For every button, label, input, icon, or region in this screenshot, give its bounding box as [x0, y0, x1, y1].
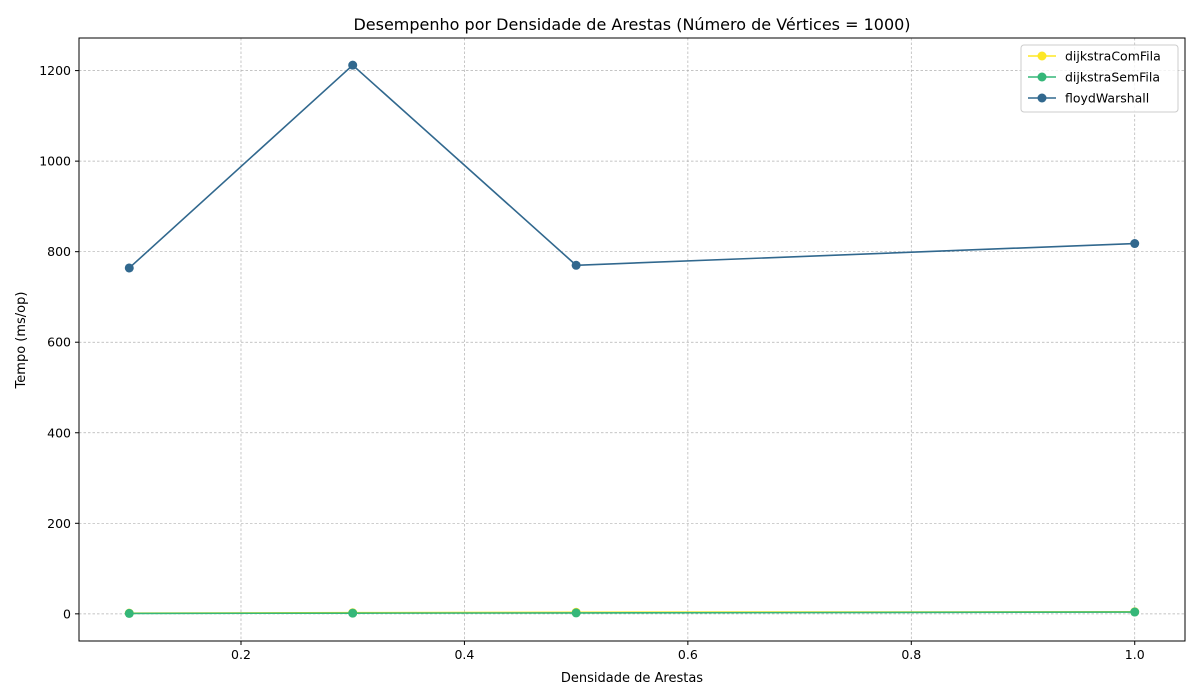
legend-label: floydWarshall — [1065, 91, 1149, 106]
data-point — [348, 60, 358, 70]
legend-label: dijkstraComFila — [1065, 49, 1161, 64]
series-line — [128, 64, 1135, 269]
x-axis-label: Densidade de Arestas — [561, 671, 703, 686]
x-tick-label: 0.2 — [231, 647, 251, 662]
x-tick-label: 0.8 — [901, 647, 921, 662]
plot-frame — [78, 37, 1186, 642]
legend-swatch-marker — [1037, 51, 1047, 61]
x-axis-ticks: 0.2 0.4 0.6 0.8 1.0 — [231, 641, 1145, 662]
y-tick-label: 0 — [63, 606, 71, 621]
series-dijkstraSemFila — [124, 607, 1140, 618]
grid — [79, 38, 1185, 641]
y-tick-label: 800 — [47, 244, 71, 259]
legend-item: dijkstraSemFila — [1028, 70, 1160, 85]
series-floydWarshall — [124, 60, 1140, 273]
legend-label: dijkstraSemFila — [1065, 70, 1160, 85]
data-point — [571, 608, 581, 618]
data-point — [124, 608, 134, 618]
data-point — [1130, 239, 1140, 249]
legend-swatch-marker — [1037, 93, 1047, 103]
y-tick-label: 600 — [47, 335, 71, 350]
data-point — [571, 260, 581, 270]
series-line — [129, 611, 1135, 615]
y-tick-label: 400 — [47, 425, 71, 440]
y-tick-label: 1000 — [39, 154, 71, 169]
legend-box — [1020, 44, 1179, 113]
y-tick-label: 1200 — [39, 63, 71, 78]
y-tick-label: 200 — [47, 516, 71, 531]
x-tick-label: 1.0 — [1125, 647, 1145, 662]
legend-item: dijkstraComFila — [1028, 49, 1161, 64]
legend-swatch-marker — [1037, 72, 1047, 82]
legend-item: floydWarshall — [1028, 91, 1149, 106]
y-axis-ticks: 0 200 400 600 800 1000 1200 — [39, 63, 79, 621]
x-tick-label: 0.4 — [454, 647, 474, 662]
chart-title: Desempenho por Densidade de Arestas (Núm… — [353, 15, 910, 34]
y-axis-label: Tempo (ms/op) — [14, 292, 29, 390]
series-layer — [124, 60, 1140, 618]
data-point — [124, 263, 134, 273]
data-point — [348, 608, 358, 618]
x-tick-label: 0.6 — [678, 647, 698, 662]
legend: dijkstraComFila dijkstraSemFila floydWarsh… — [1020, 44, 1179, 113]
data-point — [1130, 607, 1140, 617]
